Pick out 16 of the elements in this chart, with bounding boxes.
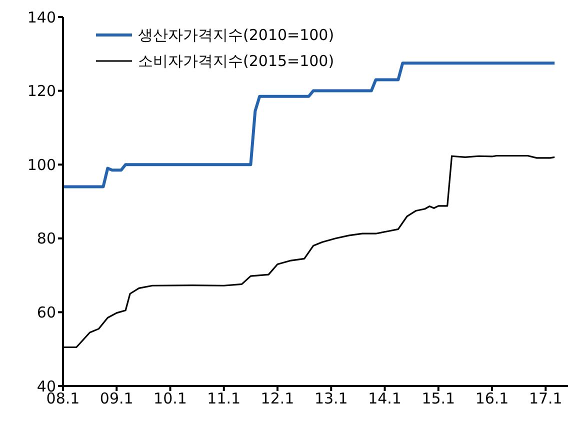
x-tick-label: 11.1 [207,390,241,408]
y-tick-label: 140 [27,8,56,26]
y-tick-label: 120 [27,82,56,100]
legend-label: 소비자가격지수(2015=100) [138,51,334,72]
legend-label: 생산자가격지수(2010=100) [138,25,334,46]
x-tick-label: 09.1 [100,390,134,408]
x-tick-label: 10.1 [154,390,187,408]
x-tick-label: 13.1 [314,390,348,408]
x-tick-label: 16.1 [475,390,509,408]
x-tick-label: 14.1 [368,390,402,408]
y-tick-label: 60 [36,304,56,322]
y-tick-label: 80 [36,230,56,248]
x-tick-label: 15.1 [422,390,456,408]
x-tick-label: 12.1 [260,390,294,408]
x-tick-label: 17.1 [528,390,562,408]
y-tick-label: 100 [27,156,56,174]
